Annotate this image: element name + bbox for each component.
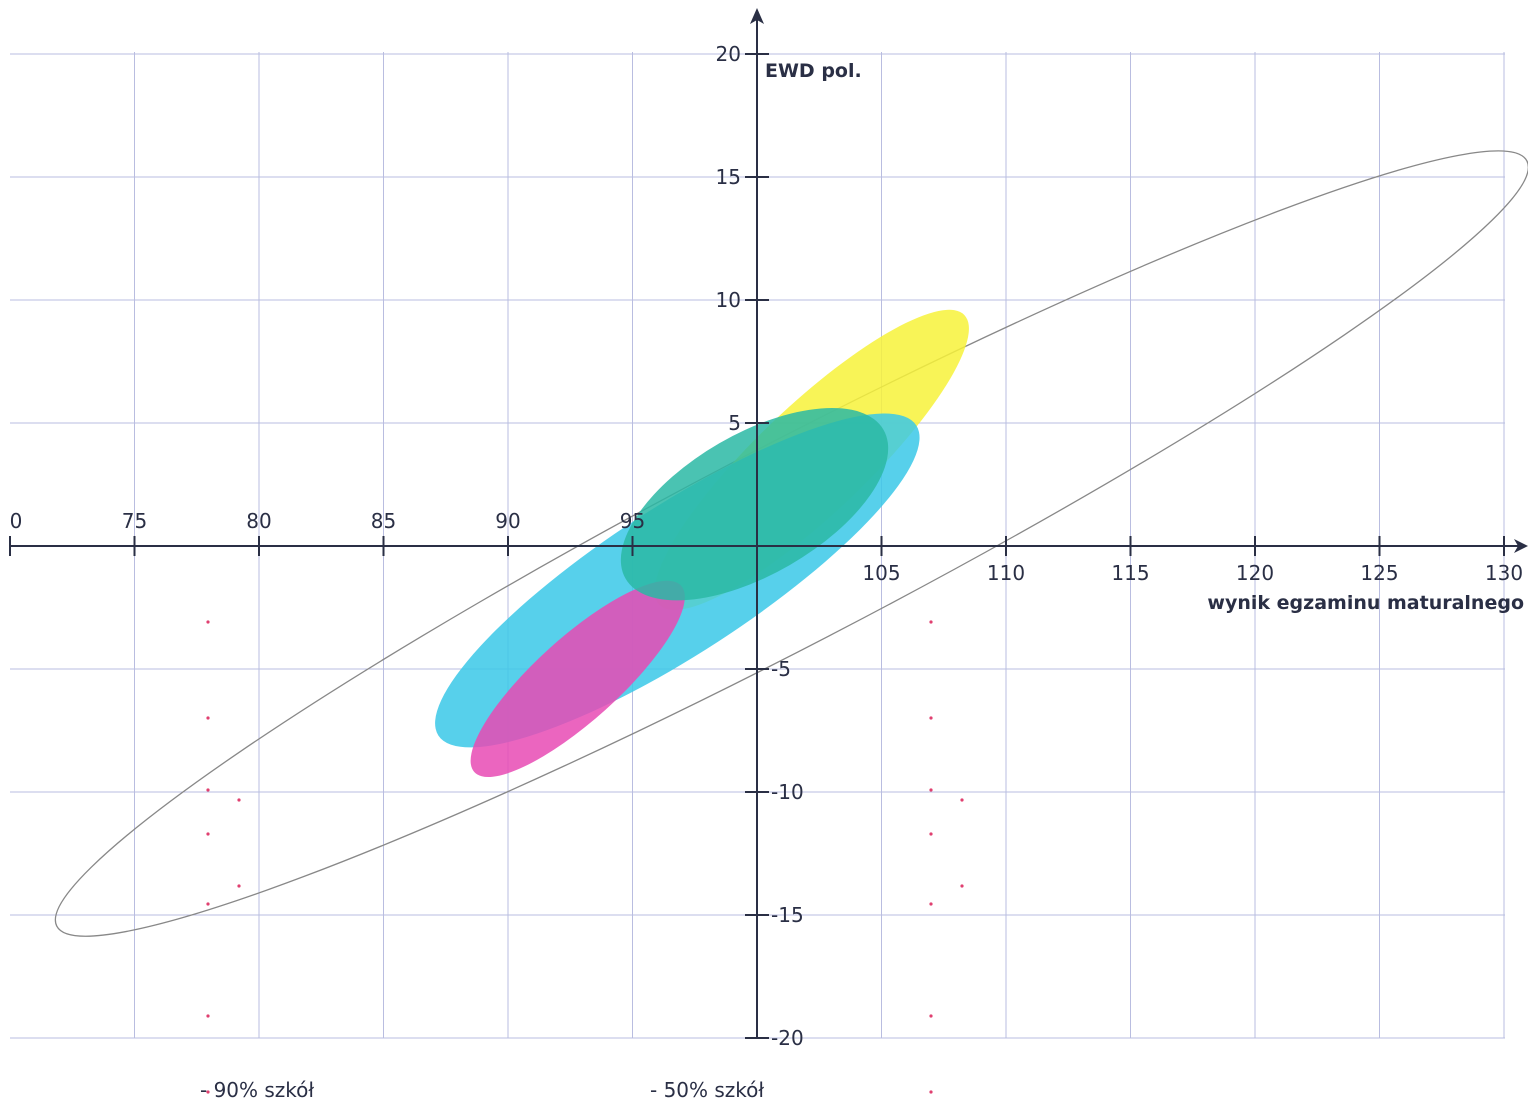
guide-dot [929, 716, 933, 720]
guide-dot [929, 832, 933, 836]
legend-50-percent: - 50% szkół [650, 1078, 764, 1100]
x-tick-label: 80 [246, 509, 271, 533]
guide-dot [206, 1014, 210, 1018]
guide-dot [206, 832, 210, 836]
guide-dot [206, 1090, 210, 1094]
filled-ellipse-3 [470, 580, 685, 777]
legend-guides [206, 620, 964, 1094]
guide-dot [237, 884, 241, 888]
legend-90-percent: - 90% szkół [200, 1078, 314, 1100]
x-tick-label: 120 [1236, 561, 1274, 585]
ellipses-layer [54, 150, 1528, 937]
filled-ellipse-4 [620, 407, 889, 601]
axes [10, 8, 1528, 1038]
y-tick-label: -20 [771, 1026, 804, 1050]
guide-dot [237, 798, 241, 802]
guide-dot [929, 1090, 933, 1094]
y-tick-label: 5 [728, 411, 741, 435]
x-axis-arrow [1514, 539, 1528, 553]
y-tick-label: 10 [716, 288, 741, 312]
y-axis-arrow [750, 8, 764, 24]
x-tick-label: 0 [10, 509, 23, 533]
x-axis-title: wynik egzaminu maturalnego [1207, 592, 1524, 614]
x-tick-label: 95 [620, 509, 645, 533]
guide-dot [929, 1014, 933, 1018]
guide-dot [206, 716, 210, 720]
x-tick-label: 110 [987, 561, 1025, 585]
x-tick-label: 75 [122, 509, 147, 533]
y-tick-label: -15 [771, 903, 804, 927]
y-axis-title: EWD pol. [765, 60, 862, 82]
guide-dot [206, 620, 210, 624]
y-tick-label: -10 [771, 780, 804, 804]
guide-dot [206, 788, 210, 792]
x-tick-label: 85 [371, 509, 396, 533]
guide-dot [960, 798, 964, 802]
x-tick-label: 105 [862, 561, 900, 585]
y-tick-label: 15 [716, 165, 741, 189]
x-tick-label: 115 [1111, 561, 1149, 585]
guide-dot [929, 788, 933, 792]
guide-dot [929, 902, 933, 906]
y-tick-label: 20 [716, 42, 741, 66]
guide-dot [929, 620, 933, 624]
x-tick-label: 90 [495, 509, 520, 533]
guide-dot [960, 884, 964, 888]
x-tick-label: 125 [1360, 561, 1398, 585]
guide-dot [206, 902, 210, 906]
x-tick-label: 130 [1485, 561, 1523, 585]
y-tick-label: -5 [771, 657, 791, 681]
